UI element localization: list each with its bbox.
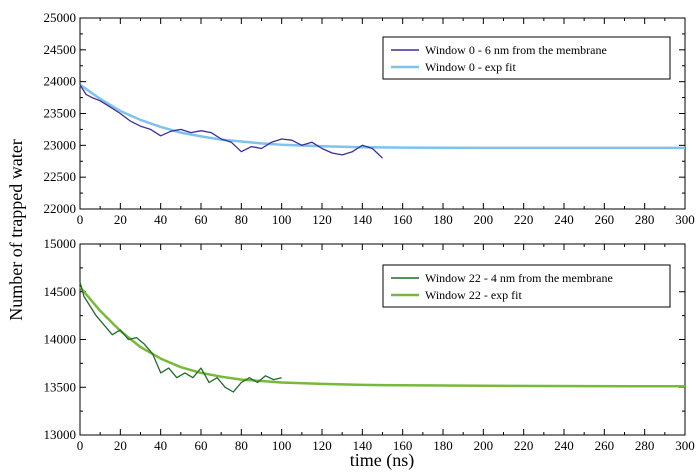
x-tick-label: 300 [675,212,695,227]
x-tick-label: 160 [393,212,413,227]
x-tick-label: 140 [353,212,373,227]
x-tick-label: 120 [312,438,332,453]
x-tick-label: 0 [77,438,84,453]
x-tick-label: 220 [514,438,534,453]
x-tick-label: 0 [77,212,84,227]
x-tick-label: 40 [154,212,167,227]
x-tick-label: 280 [635,212,655,227]
x-tick-label: 220 [514,212,534,227]
x-tick-label: 180 [433,212,453,227]
legend-label: Window 22 - 4 nm from the membrane [425,271,613,285]
y-tick-label: 23500 [44,106,77,121]
x-tick-label: 60 [195,438,208,453]
x-tick-label: 100 [272,438,292,453]
x-tick-label: 120 [312,212,332,227]
y-tick-label: 13500 [44,379,77,394]
top-panel: 0 20 40 60 80 100 120 140 160 180 200 220 240 260 280 3… [44,10,695,227]
x-tick-label: 240 [554,438,574,453]
y-tick-label: 25000 [44,10,77,25]
x-tick-label: 40 [154,438,167,453]
legend: Window 0 - 6 nm from the membrane Window … [383,37,670,79]
x-tick-label: 260 [595,212,615,227]
y-axis-label: Number of trapped water [6,139,26,320]
y-tick-label: 13000 [44,427,77,442]
series-line-data [80,282,282,392]
y-tick-label: 14500 [44,284,77,299]
y-tick-label: 24000 [44,74,77,89]
x-tick-label: 60 [195,212,208,227]
y-tick-label: 23000 [44,137,77,152]
x-tick-label: 80 [235,212,248,227]
y-tick-label: 14000 [44,332,77,347]
x-tick-label: 240 [554,212,574,227]
legend-label: Window 0 - 6 nm from the membrane [425,43,607,57]
x-tick-label: 200 [474,438,494,453]
x-tick-label: 100 [272,212,292,227]
x-tick-label: 180 [433,438,453,453]
legend: Window 22 - 4 nm from the membrane Window… [383,265,670,307]
x-tick-label: 300 [675,438,695,453]
x-tick-label: 20 [114,438,127,453]
y-tick-label: 15000 [44,236,77,251]
x-tick-label: 80 [235,438,248,453]
legend-label: Window 22 - exp fit [425,288,522,302]
y-tick-label: 24500 [44,42,77,57]
x-axis-label: time (ns) [350,450,415,471]
series-line-fit [80,85,685,148]
x-tick-label: 20 [114,212,127,227]
y-tick-label: 22500 [44,169,77,184]
x-tick-label: 200 [474,212,494,227]
x-tick-label: 280 [635,438,655,453]
bottom-panel: 0 20 40 60 80 100 120 140 160 180 200 220 240 260 280 3… [44,236,695,453]
x-tick-label: 260 [595,438,615,453]
y-tick-label: 22000 [44,201,77,216]
legend-label: Window 0 - exp fit [425,60,516,74]
